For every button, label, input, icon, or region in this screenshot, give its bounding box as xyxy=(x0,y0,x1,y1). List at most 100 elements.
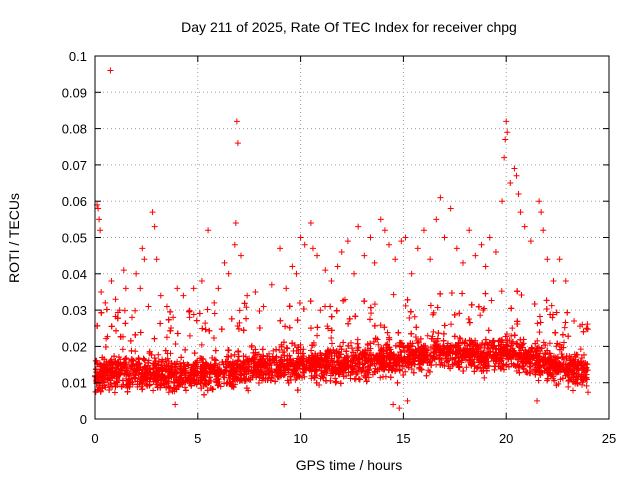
data-point xyxy=(578,371,585,378)
data-point xyxy=(535,377,542,384)
data-point xyxy=(405,364,412,371)
data-point xyxy=(417,366,424,373)
data-point xyxy=(124,388,131,395)
data-point xyxy=(567,360,574,367)
data-point xyxy=(199,325,206,332)
data-point xyxy=(186,332,193,339)
data-point xyxy=(158,367,165,374)
data-point xyxy=(137,329,144,336)
data-point xyxy=(449,342,456,349)
data-point xyxy=(182,387,189,394)
data-point xyxy=(155,361,162,368)
data-point xyxy=(225,347,232,354)
data-point xyxy=(342,365,349,372)
data-point xyxy=(540,339,547,346)
data-point xyxy=(561,324,568,331)
data-point xyxy=(474,341,481,348)
data-point xyxy=(412,334,419,341)
data-point xyxy=(296,299,303,306)
data-point xyxy=(140,374,147,381)
data-point xyxy=(246,377,253,384)
data-point xyxy=(374,352,381,359)
data-point xyxy=(375,341,382,348)
data-point xyxy=(408,366,415,373)
data-point xyxy=(384,329,391,336)
data-point xyxy=(387,374,394,381)
data-point xyxy=(504,338,511,345)
data-point xyxy=(390,291,397,298)
data-point xyxy=(125,359,132,366)
data-point xyxy=(113,327,120,334)
data-point xyxy=(469,339,476,346)
data-point xyxy=(92,366,99,373)
data-point xyxy=(104,333,111,340)
data-point xyxy=(498,348,505,355)
data-point xyxy=(266,370,273,377)
data-point xyxy=(578,354,585,361)
data-point xyxy=(371,301,378,308)
data-point xyxy=(556,346,563,353)
data-point xyxy=(196,310,203,317)
data-point xyxy=(212,347,219,354)
data-point xyxy=(481,305,488,312)
data-point xyxy=(536,329,543,336)
data-point xyxy=(262,372,269,378)
data-point xyxy=(459,290,466,297)
data-point xyxy=(348,345,355,352)
data-point xyxy=(363,378,370,385)
data-point xyxy=(508,305,515,312)
data-point xyxy=(114,382,121,389)
data-point xyxy=(312,350,319,357)
data-point xyxy=(536,367,543,374)
data-point xyxy=(148,351,155,358)
data-point xyxy=(245,387,252,394)
data-point xyxy=(514,288,521,295)
data-point xyxy=(560,339,567,346)
data-point xyxy=(580,351,587,358)
data-point xyxy=(531,300,538,307)
data-point xyxy=(279,360,286,367)
data-point xyxy=(182,346,189,353)
data-point xyxy=(122,320,129,327)
data-point xyxy=(470,358,477,365)
data-point xyxy=(240,353,247,360)
data-point xyxy=(386,366,393,373)
data-point xyxy=(244,357,251,364)
data-point xyxy=(408,343,415,350)
data-point xyxy=(514,320,521,327)
data-point xyxy=(562,319,569,326)
data-point xyxy=(481,374,488,381)
data-point xyxy=(228,315,235,322)
data-point xyxy=(248,343,255,350)
data-point xyxy=(226,379,233,386)
data-point xyxy=(185,362,192,369)
data-point xyxy=(546,340,553,347)
data-point xyxy=(193,317,200,324)
data-point xyxy=(322,361,329,368)
data-point xyxy=(283,344,290,351)
data-point xyxy=(313,379,320,386)
data-point xyxy=(124,370,131,377)
data-point xyxy=(228,362,235,369)
data-point xyxy=(201,391,208,398)
data-point xyxy=(316,362,323,369)
data-point xyxy=(358,350,365,357)
data-point xyxy=(352,375,359,382)
data-point xyxy=(345,320,352,327)
data-point xyxy=(411,361,418,368)
data-point xyxy=(264,353,271,360)
data-point xyxy=(111,353,118,360)
data-point xyxy=(395,329,402,336)
data-point xyxy=(186,308,193,315)
data-point xyxy=(279,349,286,356)
data-point xyxy=(177,381,184,388)
data-point xyxy=(413,324,420,331)
data-point xyxy=(179,369,186,376)
data-point xyxy=(457,335,464,342)
data-point xyxy=(236,307,243,314)
data-point xyxy=(113,378,120,385)
data-point xyxy=(428,335,435,342)
data-point xyxy=(324,323,331,330)
data-point xyxy=(154,373,161,380)
data-point xyxy=(387,362,394,369)
